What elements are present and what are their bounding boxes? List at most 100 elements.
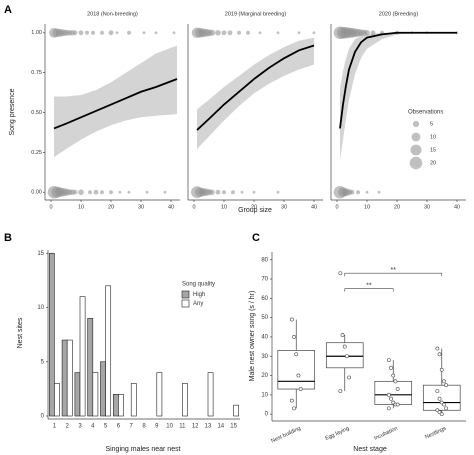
confidence-band — [340, 32, 457, 161]
legend-label: 5 — [430, 121, 433, 127]
data-point — [338, 389, 343, 393]
observation-point — [227, 30, 233, 36]
box — [277, 350, 316, 390]
observation-point — [215, 29, 221, 36]
fit-line — [339, 31, 457, 129]
bar — [87, 318, 94, 417]
bar — [233, 404, 240, 417]
bar — [100, 361, 106, 417]
legend-label: 15 — [430, 147, 436, 153]
x-tick-label: 9 — [155, 424, 159, 430]
observation-point — [85, 30, 89, 35]
significance-bracket — [344, 272, 443, 277]
legend-marker — [410, 144, 422, 156]
observation-point — [108, 30, 114, 36]
observation-point — [88, 190, 92, 195]
data-point — [292, 335, 296, 339]
x-tick-label: 0 — [192, 204, 195, 210]
observation-point — [364, 29, 370, 36]
bar — [66, 339, 73, 417]
y-tick-label: 0.00 — [31, 190, 42, 196]
x-tick-label: Nest building — [270, 426, 301, 445]
data-point — [444, 383, 449, 388]
data-point — [435, 389, 440, 393]
observation-point — [78, 30, 84, 36]
fit-line — [196, 44, 315, 131]
data-point — [442, 402, 446, 407]
bar — [74, 372, 81, 417]
y-axis-label: Song presence — [9, 88, 16, 135]
data-point — [345, 354, 349, 359]
x-tick-label: 10 — [221, 204, 227, 210]
y-tick-label: 0.25 — [31, 150, 42, 156]
x-tick-label: Egg laying — [324, 426, 350, 442]
data-point — [294, 352, 299, 357]
data-point — [389, 365, 393, 370]
y-tick-label: 0.75 — [31, 70, 42, 76]
legend-title: Observations — [408, 110, 443, 116]
x-tick-label: Nestlings — [424, 426, 447, 441]
observation-point — [377, 190, 381, 194]
observation-point — [127, 30, 131, 35]
observation-point — [172, 31, 176, 35]
observation-point — [115, 31, 119, 35]
data-point — [386, 392, 391, 397]
bar — [207, 372, 214, 417]
panel-label: A — [4, 4, 12, 16]
observation-point — [100, 30, 104, 35]
x-tick-label: 8 — [142, 424, 146, 430]
x-tick-label: 20 — [108, 204, 114, 210]
x-tick-label: 11 — [179, 424, 186, 430]
data-point — [439, 367, 444, 372]
facet-title: 2020 (Breeding) — [379, 11, 419, 17]
data-point — [342, 344, 347, 349]
x-tick-label: 40 — [168, 204, 174, 210]
x-tick-label: 14 — [217, 424, 224, 430]
data-point — [289, 398, 294, 403]
data-point — [395, 402, 400, 407]
bar — [105, 285, 112, 417]
observation-point — [258, 31, 262, 35]
x-tick-label: 30 — [281, 204, 287, 210]
observation-point — [349, 189, 355, 195]
data-point — [389, 396, 393, 401]
x-axis-label: Singing males near nest — [105, 446, 180, 453]
observation-point — [237, 30, 241, 35]
data-point — [296, 373, 301, 378]
significance-label: ** — [366, 283, 372, 290]
y-tick-label: 0 — [41, 414, 45, 420]
facet-strip — [331, 8, 466, 20]
observation-point — [78, 189, 84, 196]
facet-title: 2019 (Marginal breeding) — [225, 11, 287, 17]
bar — [48, 252, 55, 417]
legend-label: Any — [193, 301, 203, 307]
observation-point — [231, 190, 235, 195]
data-point — [439, 412, 444, 417]
x-tick-label: 10 — [166, 424, 173, 430]
observation-point — [370, 30, 376, 36]
confidence-band — [54, 45, 177, 158]
observation-point — [145, 190, 149, 194]
legend-marker — [411, 132, 421, 142]
facet-strip — [45, 8, 180, 20]
data-point — [442, 379, 446, 384]
y-tick-label: 70 — [261, 277, 268, 283]
facet-title: 2018 (Non-breeding) — [87, 11, 138, 17]
observation-point — [246, 30, 250, 35]
box — [374, 380, 413, 405]
bar — [54, 383, 60, 417]
data-point — [393, 379, 398, 384]
data-point — [444, 406, 449, 411]
x-tick-label: 30 — [138, 204, 144, 210]
x-tick-label: 7 — [130, 424, 134, 430]
significance-label: ** — [391, 267, 397, 274]
x-tick-label: 2 — [66, 424, 70, 430]
y-axis-label: Male nest owner song (s / hr) — [249, 291, 256, 382]
legend-label: 10 — [430, 134, 436, 140]
y-tick-label: 10 — [261, 392, 268, 398]
legend-title: Song quality — [182, 282, 215, 288]
observation-point — [91, 30, 95, 35]
data-point — [340, 333, 345, 337]
y-tick-label: 80 — [261, 257, 268, 263]
